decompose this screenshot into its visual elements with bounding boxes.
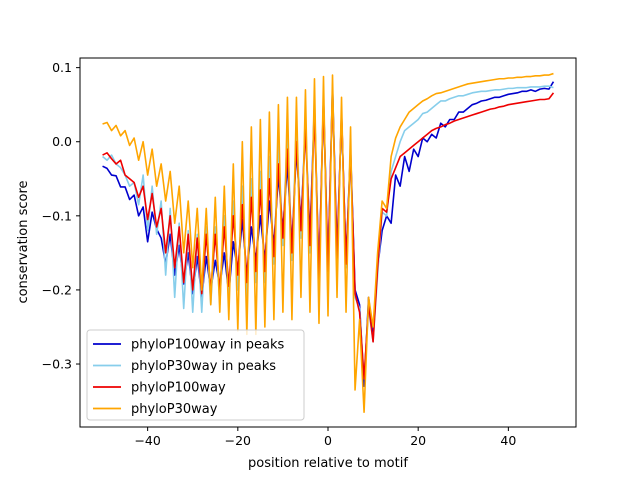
- x-axis: −40 −20 0 20 40: [134, 427, 516, 448]
- series-line-phylop30way: [102, 72, 554, 413]
- x-tick-label: −20: [225, 433, 251, 448]
- x-tick-label: −40: [134, 433, 160, 448]
- y-axis-label: conservation score: [16, 180, 31, 303]
- y-tick-label: −0.2: [42, 282, 72, 297]
- x-tick-label: 40: [500, 433, 516, 448]
- legend-label: phyloP30way: [131, 402, 218, 417]
- series-layer: [102, 72, 555, 413]
- x-axis-label: position relative to motif: [248, 456, 408, 471]
- x-tick-label: 0: [324, 433, 332, 448]
- legend-label: phyloP30way in peaks: [131, 359, 276, 374]
- legend-box: [86, 329, 305, 421]
- x-tick-label: 20: [410, 433, 426, 448]
- y-tick-label: −0.1: [42, 208, 72, 223]
- y-tick-label: −0.3: [42, 357, 72, 372]
- y-tick-label: 0.0: [52, 134, 72, 149]
- legend-label: phyloP100way in peaks: [131, 338, 285, 353]
- y-tick-label: 0.1: [52, 60, 72, 75]
- y-axis: −0.3 −0.2 −0.1 0.0 0.1: [42, 60, 80, 372]
- legend: phyloP100way in peaks phyloP30way in peak…: [86, 329, 305, 421]
- series-line-phylop100way: [102, 89, 555, 380]
- legend-items: phyloP100way in peaks phyloP30way in peak…: [93, 338, 285, 417]
- legend-label: phyloP100way: [131, 381, 226, 396]
